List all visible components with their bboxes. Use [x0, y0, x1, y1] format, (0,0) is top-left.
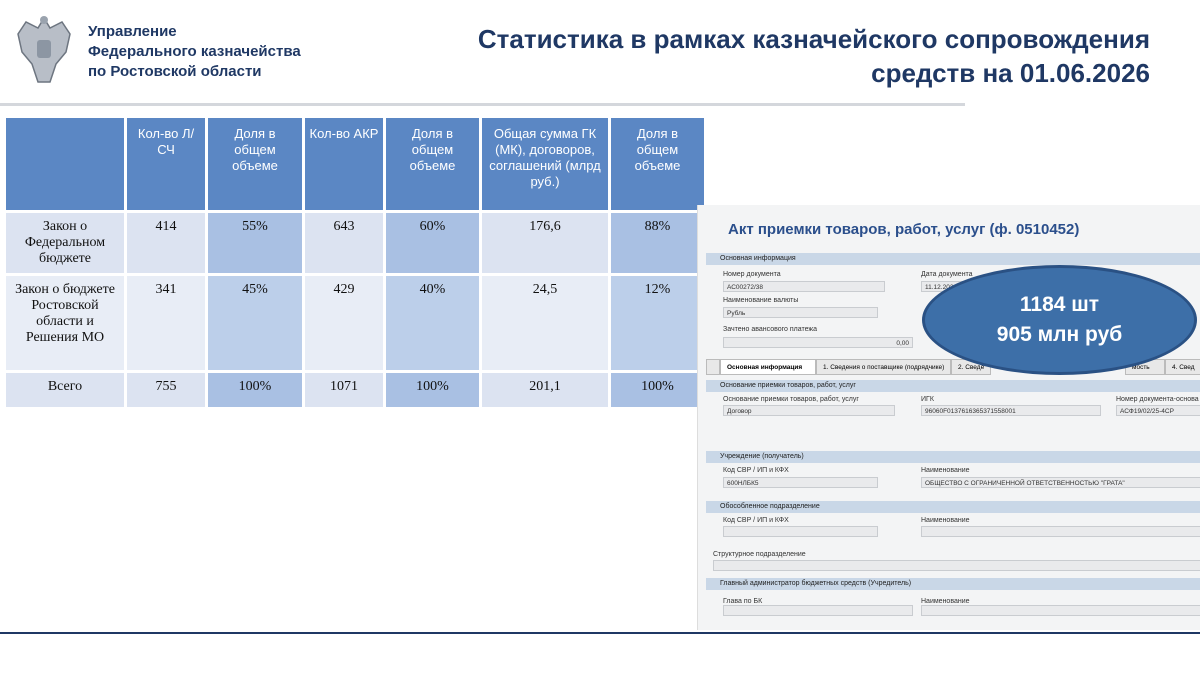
cell: 24,5: [482, 276, 608, 370]
field-label: Номер документа-основа: [1116, 396, 1199, 403]
field-label: Дата документа: [921, 271, 973, 278]
row-label: Закон о бюджете Ростовской области и Реш…: [6, 276, 124, 370]
field-value: АСФ19/02/25-4СР: [1116, 405, 1200, 416]
field-value: 0,00: [723, 337, 913, 348]
column-header: Доля в общем объеме: [611, 118, 704, 210]
empty-field: [723, 526, 878, 537]
title-line: средств на 01.06.2026: [871, 58, 1150, 88]
field-label: Наименование: [921, 467, 970, 474]
stats-table: Кол-во Л/СЧ Доля в общем объеме Кол-во АКР…: [3, 115, 707, 410]
column-header: Доля в общем объеме: [386, 118, 479, 210]
field-value: Рубль: [723, 307, 878, 318]
row-label: Закон о Федеральном бюджете: [6, 213, 124, 273]
form-screenshot: Акт приемки товаров, работ, услуг (ф. 05…: [697, 205, 1200, 630]
header-rule: [0, 103, 965, 106]
org-line: Управление: [88, 23, 177, 40]
table-row: Всего 755 100% 1071 100% 201,1 100%: [6, 373, 704, 407]
form-section: Учреждение (получатель): [706, 451, 1200, 463]
form-tab: Основная информация: [720, 359, 816, 375]
field-label: Номер документа: [723, 271, 781, 278]
cell: 55%: [208, 213, 302, 273]
form-tab: 1. Сведения о поставщике (подрядчике): [816, 359, 951, 375]
table-row: Закон о бюджете Ростовской области и Реш…: [6, 276, 704, 370]
title-line: Статистика в рамках казначейского сопров…: [477, 24, 1150, 54]
field-label: Структурное подразделение: [713, 551, 806, 558]
org-line: по Ростовской области: [88, 63, 262, 80]
field-label: ИГК: [921, 396, 934, 403]
cell: 12%: [611, 276, 704, 370]
field-value: 96060F0137616365371558001: [921, 405, 1101, 416]
cell: 414: [127, 213, 205, 273]
field-label: Основание приемки товаров, работ, услуг: [723, 396, 859, 403]
form-section: Обособленное подразделение: [706, 501, 1200, 513]
column-header: Общая сумма ГК (МК), договоров, соглашен…: [482, 118, 608, 210]
empty-field: [921, 526, 1200, 537]
field-value: Договор: [723, 405, 895, 416]
form-section: Основная информация: [706, 253, 1200, 265]
callout: 1184 шт 905 млн руб: [922, 265, 1197, 375]
corner-cell: [6, 118, 124, 210]
slide-title: Статистика в рамках казначейского сопров…: [478, 22, 1150, 90]
empty-field: [713, 560, 1200, 571]
table-row: Закон о Федеральном бюджете 414 55% 643 60% 1…: [6, 213, 704, 273]
field-value: ОБЩЕСТВО С ОГРАНИЧЕННОЙ ОТВЕТСТВЕННОСТЬЮ…: [921, 477, 1200, 488]
org-name: Управление Федерального казначейства по …: [88, 22, 301, 82]
field-label: Наименование: [921, 517, 970, 524]
cell: 100%: [611, 373, 704, 407]
cell: 1071: [305, 373, 383, 407]
cell: 60%: [386, 213, 479, 273]
callout-line: 905 млн руб: [996, 323, 1123, 346]
cell: 45%: [208, 276, 302, 370]
row-label: Всего: [6, 373, 124, 407]
footer-rule: [0, 632, 1200, 634]
field-label: Код СВР / ИП и КФХ: [723, 517, 789, 524]
cell: 341: [127, 276, 205, 370]
field-label: Зачтено авансового платежа: [723, 326, 818, 333]
cell: 100%: [208, 373, 302, 407]
form-section: Основание приемки товаров, работ, услуг: [706, 380, 1200, 392]
column-header: Кол-во Л/СЧ: [127, 118, 205, 210]
org-line: Федерального казначейства: [88, 43, 301, 60]
callout-line: 1184 шт: [1019, 293, 1100, 316]
field-label: Глава по БК: [723, 598, 763, 605]
cell: 100%: [386, 373, 479, 407]
cell: 40%: [386, 276, 479, 370]
cell: 643: [305, 213, 383, 273]
field-value: 600НЛБК5: [723, 477, 878, 488]
column-header: Кол-во АКР: [305, 118, 383, 210]
empty-field: [921, 605, 1200, 616]
cell: 201,1: [482, 373, 608, 407]
column-header: Доля в общем объеме: [208, 118, 302, 210]
empty-field: [723, 605, 913, 616]
form-section: Главный администратор бюджетных средств …: [706, 578, 1200, 590]
cell: 755: [127, 373, 205, 407]
tab-scroll: [706, 359, 720, 375]
cell: 429: [305, 276, 383, 370]
emblem: [17, 16, 71, 83]
field-label: Код СВР / ИП и КФХ: [723, 467, 789, 474]
cell: 176,6: [482, 213, 608, 273]
form-title: Акт приемки товаров, работ, услуг (ф. 05…: [728, 221, 1080, 238]
field-value: АС00272/38: [723, 281, 885, 292]
form-tab: 4. Свед: [1165, 359, 1200, 375]
field-label: Наименование: [921, 598, 970, 605]
cell: 88%: [611, 213, 704, 273]
field-label: Наименование валюты: [723, 297, 799, 304]
